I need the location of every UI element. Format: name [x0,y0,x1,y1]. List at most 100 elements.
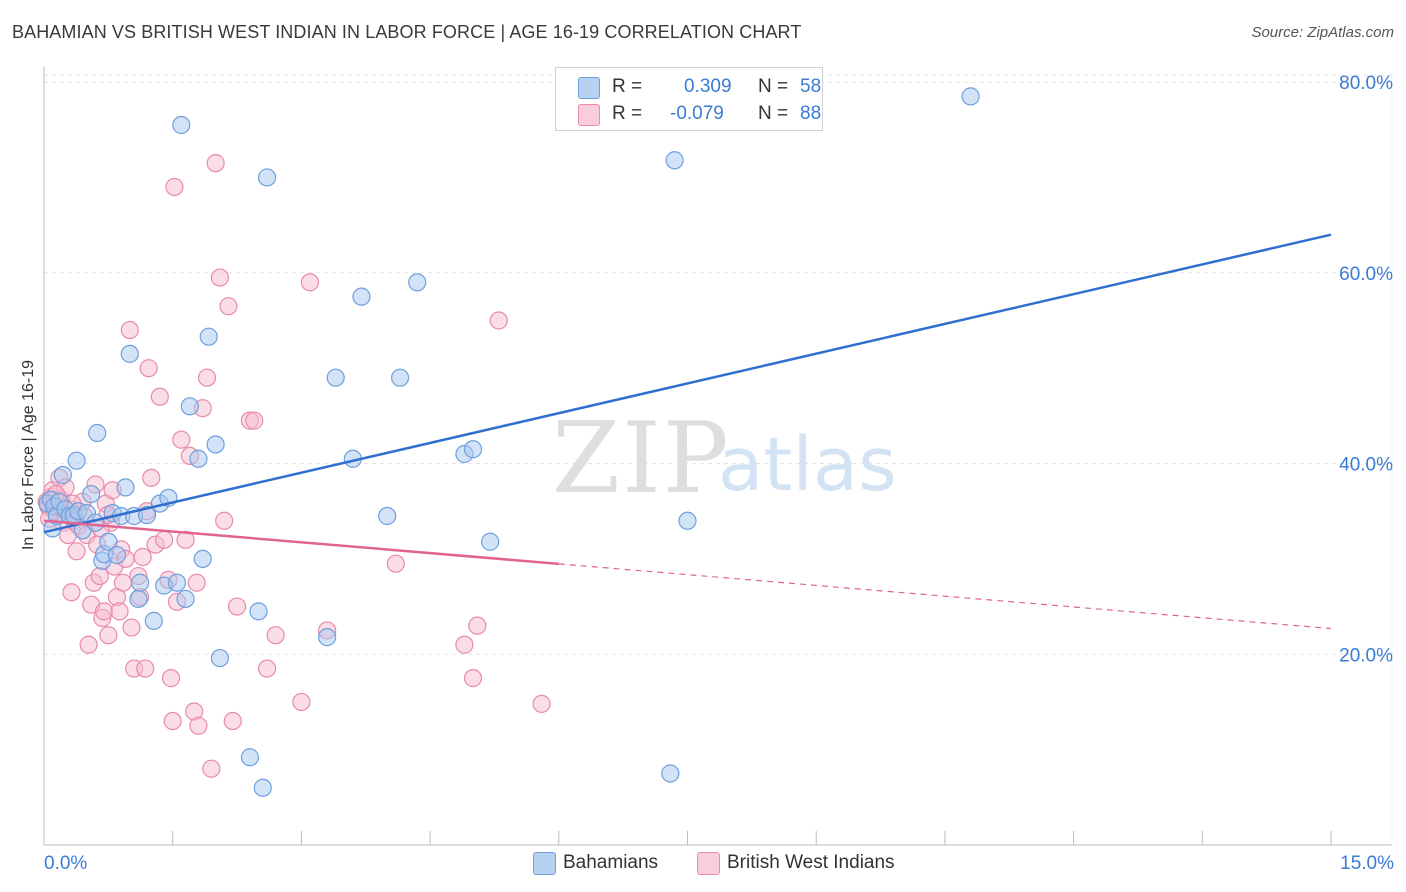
bwi-point [155,530,174,549]
bwi-point [455,635,474,654]
bwi-point [227,597,247,616]
bahamian-point [257,168,277,187]
bahamian-point [408,273,427,292]
bwi-point [122,618,141,637]
legend-n-label: N = [758,76,789,97]
bahamian-point [53,465,72,485]
bwi-point [133,547,152,567]
bwi-point [300,273,320,292]
bahamian-point [176,589,195,609]
watermark: ZIP atlas [552,402,897,516]
bahamian-point [240,748,260,767]
bahamian-point [961,87,980,106]
watermark-atlas: atlas [718,422,897,508]
bahamian-point [210,648,229,668]
bahamian-trend-line [43,233,1332,534]
bwi-point [136,659,155,678]
bwi-point [245,411,264,430]
y-tick-label: 20.0% [1339,645,1393,666]
bahamian-point [99,532,118,551]
bwi-point [176,530,195,549]
bahamian-point [144,611,163,630]
bahamian-point [120,344,139,363]
bwi-point [163,711,182,731]
bahamian-point [189,449,208,468]
legend-n-value: 58 [800,76,822,97]
trend-lines [43,233,1332,630]
y-tick-label: 80.0% [1339,73,1393,94]
bahamian-point [82,484,101,504]
bwi-point [223,711,242,731]
bahamian-point [193,549,212,569]
bahamian-point [199,327,218,346]
bwi-point [206,154,225,173]
bahamian-point [180,397,199,416]
bwi-point [150,387,169,406]
x-tick-max: 15.0% [1340,853,1394,874]
legend-r-value: 0.309 [684,76,732,97]
bottom-swatch-blue [533,852,556,875]
bahamian-point [130,573,150,592]
bwi-point [197,368,217,387]
y-tick-labels: 20.0% 40.0% 60.0% 80.0% [1339,73,1393,666]
bwi-point [215,511,234,530]
bottom-swatch-pink [697,852,720,875]
bahamian-point [678,511,697,530]
bahamian-point [352,287,371,306]
bwi-point [139,359,158,378]
bwi-point [386,554,405,573]
bahamian-point [378,506,397,526]
bahamian-point [167,573,187,592]
bwi-point [292,692,311,712]
legend-swatch-blue [578,77,600,99]
chart-title: BAHAMIAN VS BRITISH WEST INDIAN IN LABOR… [12,22,802,42]
bahamian-point [661,764,680,783]
bwi-trend-line-extension [558,563,1332,630]
bwi-point [67,542,86,561]
bahamian-point [326,368,345,387]
bwi-point [142,468,161,487]
legend-r-label: R = [612,103,643,124]
bwi-point [90,566,109,586]
bwi-point [110,602,129,621]
bahamian-point [318,628,337,647]
bwi-point [257,659,277,678]
legend-n-label: N = [758,103,789,124]
bwi-point [463,669,483,688]
legend-swatch-pink [578,104,600,126]
bwi-point [219,297,238,316]
bwi-point [94,602,114,621]
bwi-point [189,716,208,735]
bwi-point [172,430,191,449]
y-tick-label: 60.0% [1339,264,1393,285]
bahamian-point [665,151,684,170]
bahamian-point [249,602,268,621]
bwi-point [120,320,139,340]
watermark-zip: ZIP [552,402,731,516]
bwi-points [37,154,551,778]
bahamian-point [206,435,225,454]
x-tick-min: 0.0% [44,853,88,874]
bahamian-point [116,478,135,497]
bahamian-point [88,423,107,443]
axes [43,66,1392,846]
bahamian-point [481,532,500,551]
source-label: Source: ZipAtlas.com [1251,24,1394,41]
bwi-point [489,311,508,330]
bahamian-point [129,589,148,609]
legend-r-label: R = [612,76,643,97]
bwi-point [532,694,551,713]
bwi-point [468,616,487,635]
bwi-point [210,268,229,287]
bwi-point [187,573,206,592]
legend-n-value: 88 [800,103,822,124]
bwi-point [202,759,221,778]
bwi-point [161,669,181,688]
bahamian-point [390,368,410,387]
bottom-legend-label: British West Indians [727,852,895,873]
bottom-legend-label: Bahamians [563,852,659,873]
bahamian-point [463,440,483,459]
y-tick-label: 40.0% [1339,455,1393,476]
legend-r-value: -0.079 [670,103,724,124]
